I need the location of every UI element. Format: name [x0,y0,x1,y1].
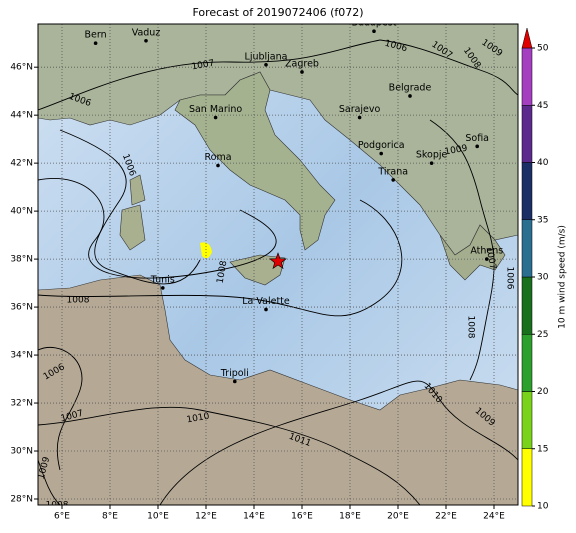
city-dot [264,307,268,312]
colorbar-tick-label: 10 [537,502,549,512]
isobar-label: 1008 [466,316,476,339]
city-dot [379,151,384,156]
axis-ticks: 6°E 8°E 10°E 12°E 14°E 16°E 18°E 20°E 22°E 24°E 28… [10,63,505,522]
colorbar-extend [521,27,533,49]
x-tick-label: 16°E [291,512,313,522]
isobar-label: 1008 [216,260,230,285]
colorbar-label: 10 m wind speed (m/s) [558,225,568,329]
city-label: Vaduz [132,27,161,38]
isobar-label: 1006 [505,267,515,290]
city-label: Sarajevo [339,104,381,115]
x-tick-label: 12°E [195,512,217,522]
y-tick-label: 46°N [10,63,33,73]
city-dot [264,62,268,67]
colorbar-tick-label: 35 [537,215,548,225]
city-dot [300,70,304,74]
x-tick-label: 24°E [483,512,505,522]
city-label: Podgorica [358,140,405,151]
x-tick-label: 22°E [435,512,457,522]
colorbar-bin [521,105,533,163]
isobars [38,39,518,505]
city-label: Zagreb [285,58,319,69]
city-dot [485,257,489,261]
colorbar-tick-label: 30 [537,273,549,283]
colorbar-tick-label: 45 [537,101,548,111]
city-label: Skopje [416,150,448,161]
colorbar: 10 15 20 25 30 35 40 45 50 [521,27,549,512]
land-greece [439,224,506,281]
city-label: Budapest [352,18,397,29]
isobar-label: 1009 [444,144,469,158]
city-dot [475,144,480,149]
city-dot [372,29,376,33]
colorbar-tick-label: 40 [537,158,549,168]
city-dot [233,379,237,384]
location-marker [269,252,287,270]
colorbar-tick-label: 50 [537,44,549,54]
city-dot [93,41,98,45]
y-tick-label: 44°N [10,111,33,121]
y-tick-label: 30°N [10,447,33,457]
isobar-label: 1008 [46,501,69,511]
colorbar-bin [521,448,533,507]
isobar-label: 1008 [67,296,90,306]
city-label: Athens [470,246,503,257]
city-label: Roma [204,152,231,163]
wind-patch [200,242,212,259]
colorbar-tick-label: 15 [537,444,548,454]
isobar-label: 1007 [191,59,215,73]
city-label: Ljubljana [245,51,288,62]
map-frame [37,23,519,506]
city-dot [144,38,148,43]
x-tick-label: 8°E [102,512,118,522]
x-tick-label: 18°E [339,512,361,522]
city-dot [408,94,412,98]
city-label: Bern [85,30,107,41]
title: Forecast of 2019072406 (f072) [192,6,363,19]
city-dot [161,286,165,290]
city-label: Belgrade [389,82,432,93]
city-dot [391,178,396,182]
y-tick-label: 32°N [10,399,33,409]
y-tick-label: 38°N [10,255,33,265]
city-dot [216,163,220,168]
x-tick-label: 6°E [54,512,70,522]
city-label: Tirana [377,166,408,177]
colorbar-bin [521,219,533,278]
y-tick-label: 28°N [10,495,33,505]
isobar-label: 1007 [484,246,498,270]
city-dot [213,115,218,120]
x-tick-label: 20°E [387,512,409,522]
city-dot [357,115,362,120]
city-label: Sofia [465,133,489,144]
land-corsica [129,174,146,206]
city-label: Tunis [150,274,175,285]
y-tick-label: 42°N [10,159,33,169]
colorbar-bin [521,162,533,220]
land-sardinia [119,204,146,251]
city-dot [429,161,434,165]
city-label: San Marino [189,104,242,115]
y-tick-label: 36°N [10,303,33,313]
colorbar-bin [521,334,533,392]
city-label: La Valette [242,296,290,307]
colorbar-bin [521,276,533,335]
grid [38,24,518,505]
colorbar-tick-label: 25 [537,330,548,340]
y-tick-label: 40°N [10,207,33,217]
y-tick-label: 34°N [10,351,33,361]
land-sicily [229,254,286,286]
x-tick-label: 14°E [243,512,265,522]
isobar-label: 1010 [186,412,211,426]
colorbar-bin [521,47,533,106]
x-tick-label: 10°E [147,512,169,522]
city-label: Tripoli [220,368,249,379]
colorbar-tick-label: 20 [537,387,549,397]
colorbar-bin [521,391,533,449]
